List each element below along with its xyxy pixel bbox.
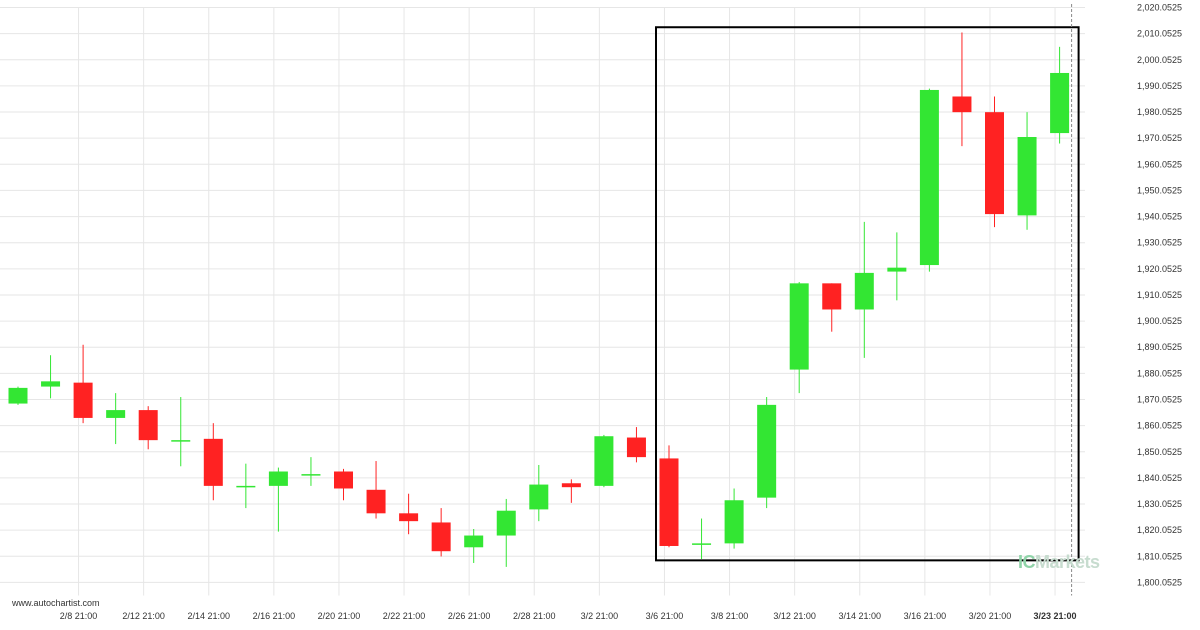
candle-body-up (887, 267, 907, 272)
candle-body-up (919, 89, 939, 266)
candle-body-down (659, 458, 679, 546)
x-tick-label: 3/23 21:00 (1034, 611, 1077, 621)
y-tick-label: 1,960.0525 (1137, 159, 1182, 169)
brand-suffix: Markets (1035, 552, 1100, 572)
candle-body-down (431, 522, 451, 552)
x-axis-ticks: 2/8 21:00 2/12 21:00 2/14 21:00 2/16 21:00 2… (60, 611, 1077, 621)
y-tick-label: 1,860.0525 (1137, 421, 1182, 431)
x-tick-label: 3/16 21:00 (904, 611, 947, 621)
y-tick-label: 1,930.0525 (1137, 238, 1182, 248)
candle-body-down (626, 437, 646, 458)
candle-body-up (594, 436, 614, 486)
y-tick-label: 1,920.0525 (1137, 264, 1182, 274)
candle-body-down (399, 513, 419, 522)
brand-prefix: IC (1018, 552, 1036, 572)
y-axis-ticks: 2,020.0525 2,010.0525 2,000.0525 1,990.0525… (1137, 3, 1182, 588)
candle-body-down (73, 382, 93, 418)
source-label: www.autochartist.com (12, 598, 100, 608)
candle-body-down (561, 483, 581, 488)
x-tick-label: 3/12 21:00 (773, 611, 816, 621)
x-tick-label: 2/12 21:00 (122, 611, 165, 621)
x-tick-label: 3/6 21:00 (646, 611, 684, 621)
candles-layer (8, 32, 1070, 567)
candle-body-up (496, 510, 516, 536)
candle-body-up (8, 387, 28, 404)
x-tick-label: 3/20 21:00 (969, 611, 1012, 621)
candle-body-up (41, 381, 61, 387)
x-tick-label: 3/14 21:00 (838, 611, 881, 621)
grid-lines (0, 7, 1085, 596)
candle-body-down (203, 438, 223, 486)
candle-body-up (268, 471, 288, 486)
candle-body-up (757, 404, 777, 498)
candle-body-up (692, 543, 712, 545)
y-tick-label: 1,970.0525 (1137, 133, 1182, 143)
brand-watermark: ICMarkets (1018, 552, 1100, 573)
y-tick-label: 2,010.0525 (1137, 29, 1182, 39)
y-tick-label: 1,940.0525 (1137, 212, 1182, 222)
x-tick-label: 2/22 21:00 (383, 611, 426, 621)
candle-body-down (366, 489, 386, 514)
y-tick-label: 1,950.0525 (1137, 185, 1182, 195)
y-tick-label: 1,890.0525 (1137, 342, 1182, 352)
candle-body-up (724, 500, 744, 544)
candle-body-up (106, 410, 126, 418)
candle-body-down (138, 410, 158, 441)
y-tick-label: 1,870.0525 (1137, 395, 1182, 405)
x-tick-label: 2/16 21:00 (253, 611, 296, 621)
pattern-box-layer (655, 26, 1080, 562)
y-tick-label: 1,830.0525 (1137, 499, 1182, 509)
y-tick-label: 2,020.0525 (1137, 3, 1182, 13)
y-tick-label: 1,820.0525 (1137, 525, 1182, 535)
y-tick-label: 1,850.0525 (1137, 447, 1182, 457)
x-tick-label: 2/28 21:00 (513, 611, 556, 621)
y-tick-label: 1,900.0525 (1137, 316, 1182, 326)
x-tick-label: 2/14 21:00 (187, 611, 230, 621)
y-tick-label: 1,800.0525 (1137, 577, 1182, 587)
x-tick-label: 2/20 21:00 (318, 611, 361, 621)
y-tick-label: 1,810.0525 (1137, 551, 1182, 561)
candle-body-down (334, 471, 353, 489)
y-tick-label: 1,880.0525 (1137, 368, 1182, 378)
candle-body-up (171, 440, 191, 442)
candle-body-up (529, 484, 549, 510)
x-tick-label: 2/26 21:00 (448, 611, 491, 621)
y-tick-label: 1,980.0525 (1137, 107, 1182, 117)
candle-body-down (952, 96, 972, 113)
y-tick-label: 1,910.0525 (1137, 290, 1182, 300)
candle-body-up (301, 474, 321, 476)
candle-body-up (1017, 136, 1037, 216)
candle-body-up (789, 283, 809, 370)
x-tick-label: 3/2 21:00 (581, 611, 619, 621)
candle-body-down (822, 283, 842, 310)
candle-body-down (985, 112, 1004, 215)
x-tick-label: 3/8 21:00 (711, 611, 749, 621)
y-tick-label: 2,000.0525 (1137, 55, 1182, 65)
y-tick-label: 1,990.0525 (1137, 81, 1182, 91)
pattern-box (655, 26, 1080, 562)
x-tick-label: 2/8 21:00 (60, 611, 98, 621)
candle-body-up (236, 485, 256, 488)
candle-body-up (854, 272, 874, 310)
candle-body-up (464, 535, 484, 548)
candle-body-up (1050, 72, 1070, 134)
y-tick-label: 1,840.0525 (1137, 473, 1182, 483)
